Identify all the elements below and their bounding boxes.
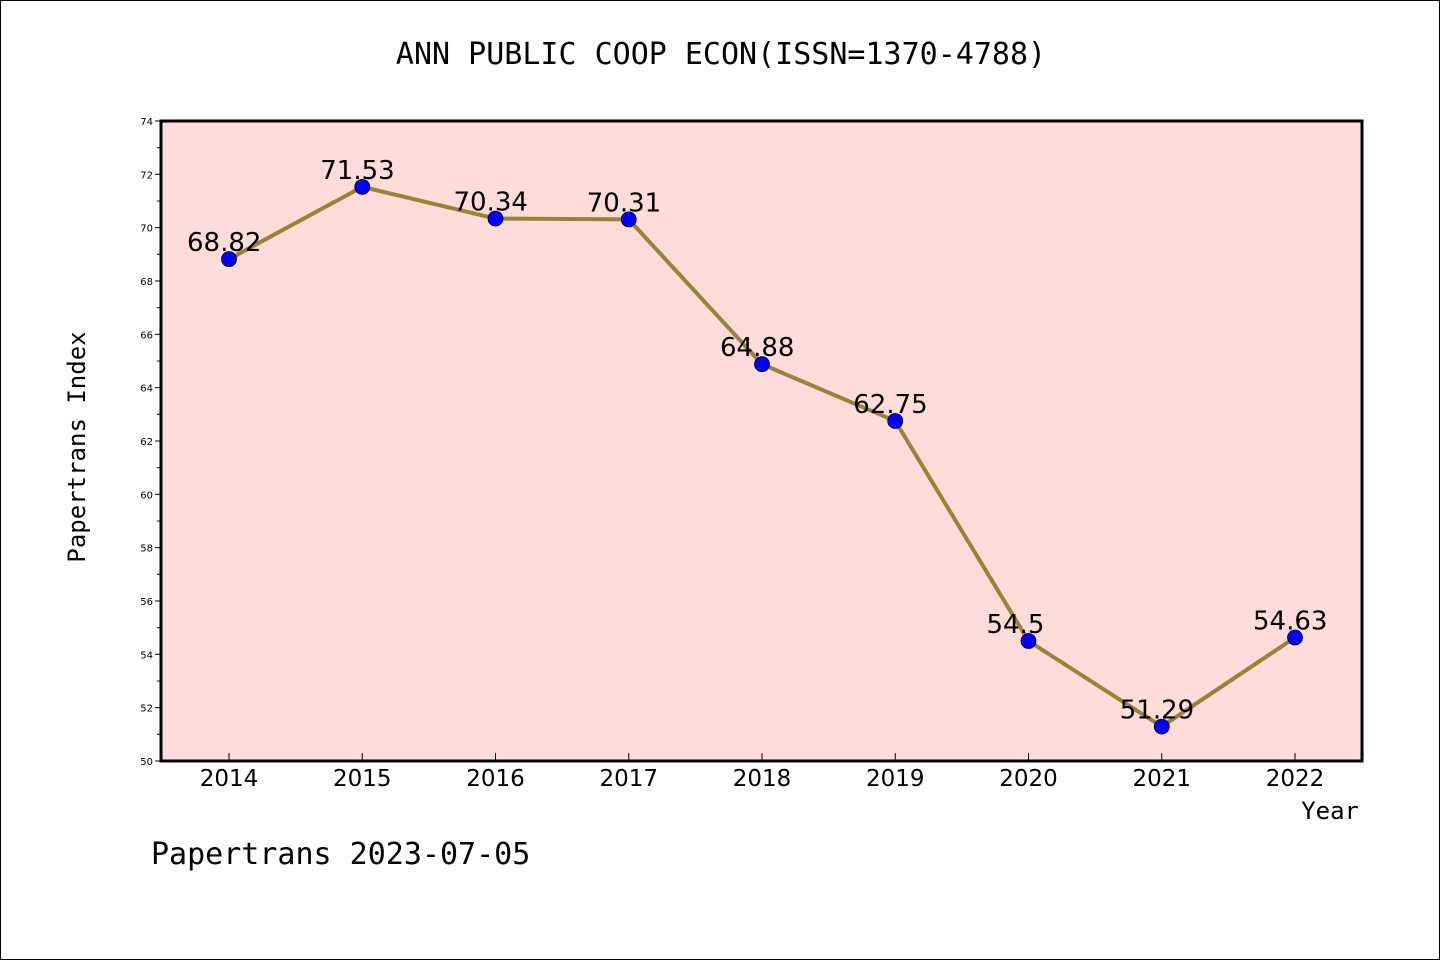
data-point — [1153, 718, 1170, 735]
x-tick-label: 2016 — [466, 766, 525, 792]
y-tick-label: 66 — [140, 330, 153, 341]
y-tick-label: 54 — [140, 650, 153, 661]
y-tick-label: 62 — [140, 437, 153, 448]
x-tick-label: 2017 — [599, 766, 658, 792]
y-tick-label: 52 — [140, 704, 153, 715]
x-tick-label: 2014 — [200, 766, 259, 792]
y-tick-label: 56 — [140, 597, 153, 608]
data-label: 70.34 — [454, 188, 528, 218]
axis-ticks: 50 52 54 56 58 60 62 64 66 68 70 72 74 2014 2015 2016 20… — [140, 117, 1324, 792]
y-tick-label: 68 — [140, 277, 153, 288]
x-tick-label: 2019 — [866, 766, 925, 792]
y-tick-label: 60 — [140, 490, 153, 501]
y-tick-label: 74 — [140, 117, 153, 128]
x-tick-label: 2022 — [1266, 766, 1325, 792]
plot-area — [161, 121, 1362, 761]
y-tick-label: 72 — [140, 170, 153, 181]
data-label: 64.88 — [720, 333, 794, 363]
data-point — [887, 413, 904, 429]
data-point — [754, 356, 770, 373]
footer-text: Papertrans 2023-07-05 — [151, 837, 531, 872]
plot-frame — [159, 119, 1364, 763]
data-point — [354, 178, 371, 195]
series-layer — [221, 178, 1303, 735]
y-tick-label: 58 — [140, 544, 153, 555]
data-label: 71.53 — [320, 156, 394, 186]
data-label: 70.31 — [587, 188, 661, 218]
data-point — [1287, 629, 1303, 646]
x-tick-label: 2015 — [333, 766, 392, 792]
y-tick-label: 50 — [140, 757, 153, 768]
x-axis-label: Year — [1301, 797, 1359, 825]
data-point — [221, 251, 237, 268]
data-label: 51.29 — [1120, 696, 1194, 726]
data-label: 54.5 — [987, 610, 1045, 640]
y-tick-label: 70 — [140, 224, 153, 235]
x-tick-label: 2021 — [1132, 766, 1191, 792]
data-point — [620, 211, 637, 228]
data-point — [1020, 633, 1037, 649]
x-tick-label: 2020 — [999, 766, 1058, 792]
x-tick-label: 2018 — [733, 766, 792, 792]
data-point — [487, 210, 504, 227]
chart-title: ANN PUBLIC COOP ECON(ISSN=1370-4788) — [395, 37, 1047, 72]
data-label: 54.63 — [1253, 607, 1327, 637]
data-label: 68.82 — [187, 228, 261, 258]
data-labels: 68.82 71.53 70.34 70.31 64.88 62.75 54.5 51.29 5… — [187, 156, 1327, 726]
data-label: 62.75 — [853, 390, 927, 420]
y-tick-label: 64 — [140, 384, 153, 395]
